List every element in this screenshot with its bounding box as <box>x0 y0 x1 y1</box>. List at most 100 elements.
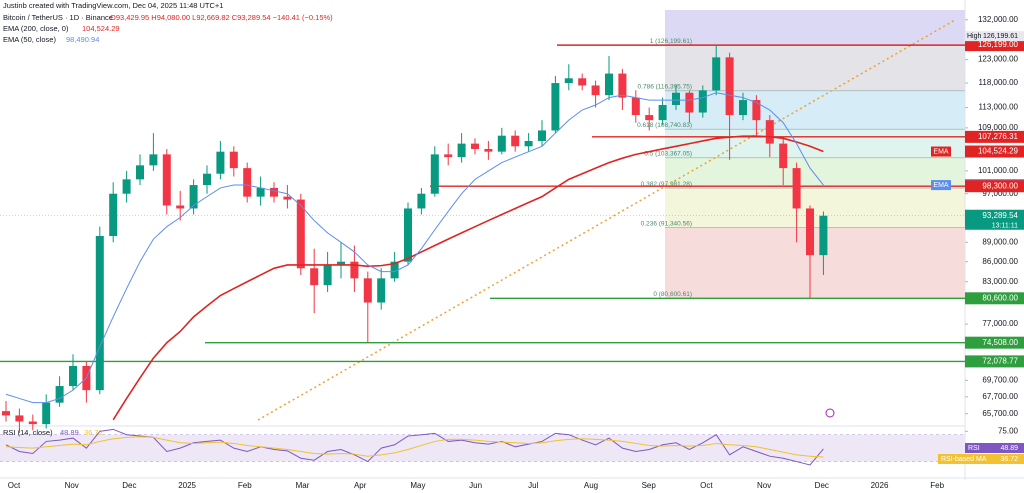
candle-body <box>685 92 694 113</box>
fib-extension <box>665 10 965 46</box>
rsi-title: RSI (14, close) <box>3 428 53 437</box>
fib-label: 0.618 (108,740.83) <box>637 122 692 129</box>
level-badge-text: 98,300.00 <box>982 181 1018 190</box>
candle-body <box>203 173 211 186</box>
level-badge <box>965 355 1024 368</box>
candle-body <box>95 236 104 391</box>
event-icon[interactable] <box>825 408 835 418</box>
fib-label: 0 (80,600.61) <box>653 291 692 298</box>
candle-body <box>618 73 627 98</box>
ema200-value: 104,524.29 <box>82 24 120 33</box>
candle-body <box>404 208 412 262</box>
candle-body <box>739 100 747 116</box>
x-tick-label: May <box>410 481 425 490</box>
x-tick-label: Aug <box>584 481 598 490</box>
candle-body <box>323 264 332 286</box>
ema-badge <box>965 145 1024 158</box>
rsi-line <box>5 428 824 466</box>
author-line: Justinb created with TradingView.com, De… <box>3 1 223 10</box>
candle-body <box>806 208 814 256</box>
candle-body <box>256 187 265 197</box>
x-tick-label: Dec <box>815 481 829 490</box>
high-badge <box>965 31 1024 42</box>
candle-body <box>792 168 801 209</box>
candle-body <box>15 415 24 422</box>
rsi-badge-name: RSI-based MA <box>941 456 987 463</box>
candle-body <box>69 365 77 387</box>
symbol: Bitcoin / TetherUS · 1D · Binance <box>3 13 113 22</box>
x-tick-label: Mar <box>296 481 310 490</box>
y-tick-label: 77,000.00 <box>982 319 1018 328</box>
candle-body <box>42 402 51 425</box>
candle-body <box>578 78 587 86</box>
candle-body <box>390 261 399 279</box>
level-badge <box>965 180 1024 193</box>
candle-body <box>511 135 520 147</box>
y-tick-label: 67,700.00 <box>982 392 1018 401</box>
x-tick-label: 2026 <box>871 481 889 490</box>
trend-line <box>257 19 956 421</box>
level-badge-text: 107,276.31 <box>978 132 1019 141</box>
candle-body <box>444 154 453 158</box>
ema-tag <box>931 180 951 191</box>
candle-body <box>136 165 144 180</box>
fib-band <box>665 188 965 228</box>
candle-body <box>122 179 131 194</box>
fib-band <box>665 227 965 299</box>
candle-body <box>28 421 37 425</box>
x-tick-label: Jun <box>469 481 482 490</box>
candle-body <box>430 154 439 194</box>
y-tick-label: 89,000.00 <box>982 237 1018 246</box>
fib-band <box>665 90 965 130</box>
candle-body <box>551 83 560 131</box>
x-tick-label: Feb <box>238 481 252 490</box>
candle-body <box>283 196 292 200</box>
x-tick-label: Oct <box>700 481 713 490</box>
level-badge <box>965 39 1024 52</box>
candle-body <box>765 120 774 144</box>
x-tick-label: Sep <box>642 481 657 490</box>
x-tick-label: Nov <box>65 481 79 490</box>
ema200-label: EMA (200, close, 0) <box>3 24 69 33</box>
y-tick-label: 75.00 <box>998 426 1019 435</box>
candle-body <box>605 73 613 96</box>
candle-body <box>497 135 506 152</box>
level-badge-text: 74,508.00 <box>982 338 1018 347</box>
level-badge-text: 126,199.00 <box>978 40 1019 49</box>
level-badge <box>965 209 1024 230</box>
x-tick-label: 2025 <box>178 481 196 490</box>
candle-body <box>270 187 278 197</box>
candle-body <box>109 193 118 237</box>
candle-body <box>819 215 828 256</box>
high-label: High <box>967 33 982 40</box>
candle-body <box>377 278 386 303</box>
rsi-title-value: 48.89 <box>60 428 79 437</box>
ema-line <box>5 92 824 404</box>
candle-body <box>484 148 493 152</box>
y-tick-label: 118,000.00 <box>979 78 1019 87</box>
rsi-line <box>5 436 824 458</box>
ema-tag <box>931 146 951 157</box>
rsi-badge <box>938 454 1024 464</box>
ohlc: O93,429.95 H94,080.00 L92,669.82 C93,289… <box>110 13 333 22</box>
candle-body <box>457 143 466 158</box>
high-value: 126,199.61 <box>983 33 1018 40</box>
fib-label: 1 (126,199.61) <box>650 38 692 45</box>
x-tick-label: Nov <box>757 481 771 490</box>
y-tick-label: 109,000.00 <box>978 123 1019 132</box>
candle-body <box>712 57 721 91</box>
candle-body <box>752 100 761 121</box>
y-tick-label: 83,000.00 <box>982 277 1018 286</box>
candle-body <box>725 57 734 116</box>
candle-body <box>162 154 171 206</box>
x-tick-label: Jul <box>528 481 538 490</box>
level-badge <box>965 336 1024 349</box>
countdown: 13:11:11 <box>992 223 1018 230</box>
candle-body <box>658 105 667 121</box>
x-tick-label: Apr <box>354 481 367 490</box>
level-badge <box>965 130 1024 143</box>
candle-body <box>363 278 372 303</box>
ema-badge-text: 104,524.29 <box>978 147 1019 156</box>
fib-band <box>665 129 965 158</box>
